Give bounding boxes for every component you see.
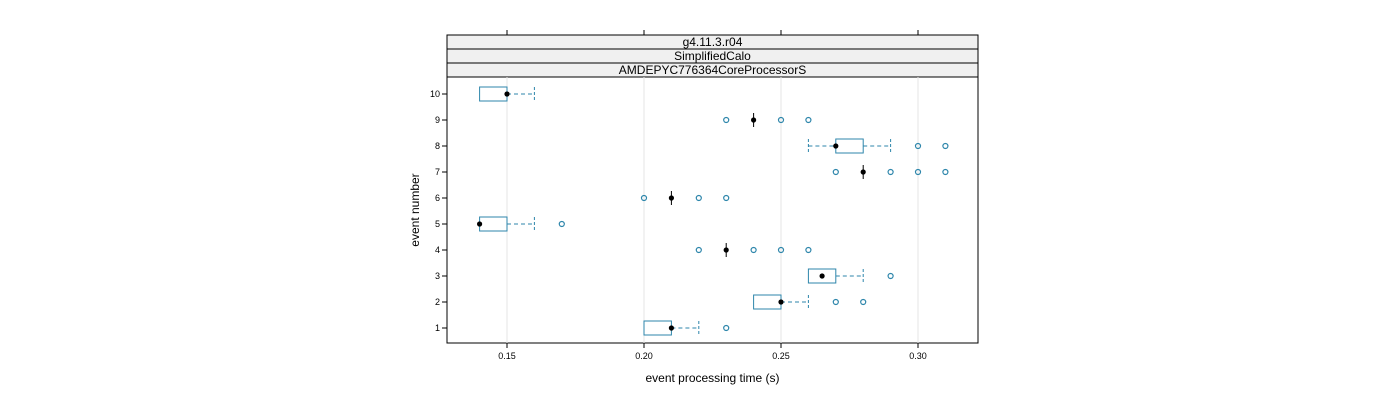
iqr-box	[835, 138, 864, 154]
outlier-point	[887, 168, 894, 176]
y-tick-label: 2	[435, 297, 440, 307]
outlier-point	[695, 194, 702, 202]
y-axis-label: event number	[408, 173, 422, 246]
outlier-point	[777, 246, 785, 254]
outlier-point	[914, 168, 922, 176]
outlier-point	[832, 298, 839, 306]
plot-panel	[446, 76, 979, 344]
iqr-box	[479, 86, 508, 102]
outlier-point	[942, 142, 949, 150]
box-event-2	[753, 294, 867, 310]
x-tick-label: 0.20	[635, 351, 653, 361]
y-tick-label: 10	[430, 89, 440, 99]
median-point	[668, 325, 675, 331]
box-event-9	[723, 113, 812, 127]
iqr-box	[753, 294, 782, 310]
y-tick-label: 8	[435, 141, 440, 151]
outlier-point	[750, 246, 757, 254]
iqr-box	[479, 216, 508, 232]
box-event-1	[643, 320, 730, 336]
y-tick-label: 4	[435, 245, 440, 255]
y-tick-label: 6	[435, 193, 440, 203]
outlier-point	[777, 116, 785, 124]
y-tick-label: 5	[435, 219, 440, 229]
outlier-point	[914, 142, 922, 150]
box-event-7	[832, 165, 949, 179]
strip-3-text: AMDEPYC776364CoreProcessorS	[619, 63, 806, 77]
box-event-6	[640, 191, 730, 205]
median-point	[504, 91, 510, 97]
outlier-point	[860, 298, 867, 306]
y-tick-label: 3	[435, 271, 440, 281]
y-axis-ticks: 1 2 3 4 5 6 7 8 9 10	[430, 89, 447, 333]
median-point	[723, 247, 729, 253]
outlier-point	[723, 194, 730, 202]
x-axis-ticks: 0.15 0.20 0.25 0.30	[498, 30, 927, 361]
box-event-10	[479, 86, 535, 102]
strip-headers: g4.11.3.r04 SimplifiedCalo AMDEPYC776364…	[446, 34, 979, 78]
grid-lines	[506, 77, 919, 343]
outlier-point	[942, 168, 949, 176]
outlier-point	[558, 220, 565, 228]
outlier-point	[723, 324, 730, 332]
outlier-point	[695, 246, 702, 254]
iqr-box	[643, 320, 672, 336]
median-point	[668, 195, 675, 201]
outlier-point	[805, 116, 812, 124]
box-event-8	[807, 138, 949, 154]
median-point	[477, 221, 483, 227]
y-tick-label: 9	[435, 115, 440, 125]
strip-2-text: SimplifiedCalo	[674, 49, 751, 63]
outlier-point	[887, 272, 894, 280]
x-axis-label: event processing time (s)	[645, 371, 779, 385]
x-tick-label: 0.15	[498, 351, 516, 361]
x-tick-label: 0.25	[772, 351, 790, 361]
y-tick-label: 7	[435, 167, 440, 177]
outlier-point	[805, 246, 812, 254]
iqr-box	[807, 268, 837, 284]
y-tick-label: 1	[435, 323, 440, 333]
box-event-3	[807, 268, 894, 284]
strip-1-text: g4.11.3.r04	[683, 35, 743, 49]
box-event-4	[695, 243, 812, 257]
boxes	[477, 86, 949, 336]
outlier-point	[832, 168, 839, 176]
x-tick-label: 0.30	[909, 351, 927, 361]
median-point	[819, 273, 825, 279]
median-point	[751, 117, 757, 123]
median-point	[833, 143, 839, 149]
outlier-point	[723, 116, 730, 124]
outlier-point	[640, 194, 648, 202]
median-point	[860, 169, 866, 175]
box-event-5	[477, 216, 565, 232]
median-point	[778, 299, 784, 305]
